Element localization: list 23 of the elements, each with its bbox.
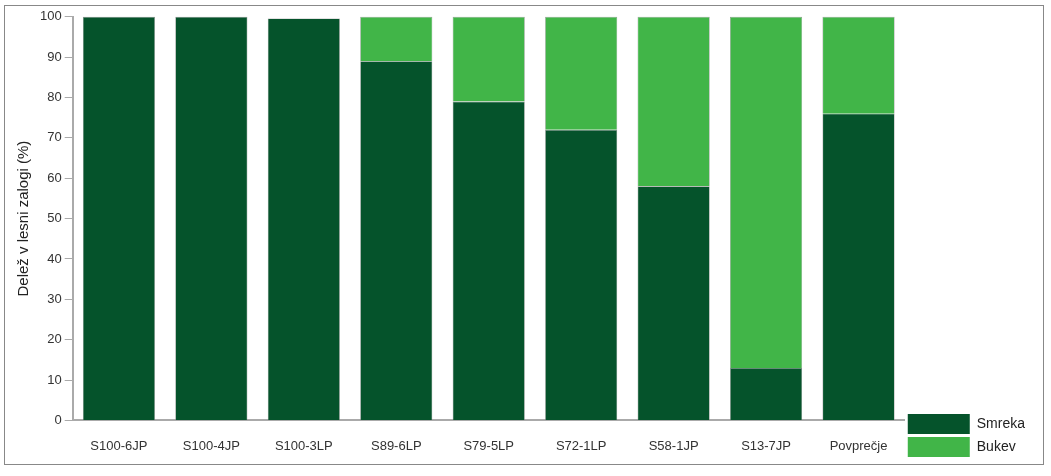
y-tick-label: 30: [47, 290, 62, 306]
x-tick-label: S79-5LP: [463, 437, 515, 453]
y-tick-label: 60: [47, 169, 62, 185]
y-tick-label: 10: [47, 371, 62, 387]
x-tick-label: S89-6LP: [370, 437, 422, 453]
y-tick-label: 0: [54, 411, 62, 427]
x-tick-label: S100-3LP: [274, 437, 333, 453]
y-tick-label: 100: [39, 8, 62, 24]
x-tick-label: Povprečje: [829, 437, 888, 453]
legend-label: Bukev: [976, 437, 1016, 454]
y-tick-label: 80: [47, 89, 62, 105]
legend-label: Smreka: [976, 414, 1026, 431]
y-tick-label: 90: [47, 48, 62, 64]
x-tick-label: S72-1LP: [555, 437, 607, 453]
y-axis-title: Delež v lesni zalogi (%): [14, 140, 32, 297]
y-tick-label: 50: [47, 210, 62, 226]
x-tick-label: S100-6JP: [90, 437, 148, 453]
y-tick-label: 20: [47, 331, 62, 347]
x-tick-label: S100-4JP: [182, 437, 240, 453]
y-tick-label: 40: [47, 250, 62, 266]
y-tick-label: 70: [47, 129, 62, 145]
x-tick-label: S58-1JP: [648, 437, 699, 453]
x-tick-label: S13-7JP: [741, 437, 792, 453]
